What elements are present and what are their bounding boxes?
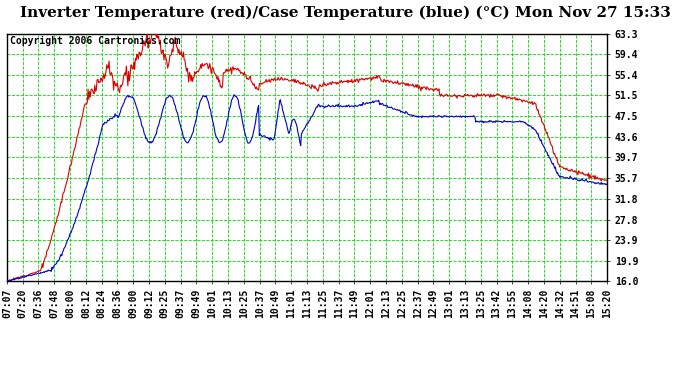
Text: Inverter Temperature (red)/Case Temperature (blue) (°C) Mon Nov 27 15:33: Inverter Temperature (red)/Case Temperat… bbox=[19, 6, 671, 20]
Text: Copyright 2006 Cartronics.com: Copyright 2006 Cartronics.com bbox=[10, 36, 180, 46]
